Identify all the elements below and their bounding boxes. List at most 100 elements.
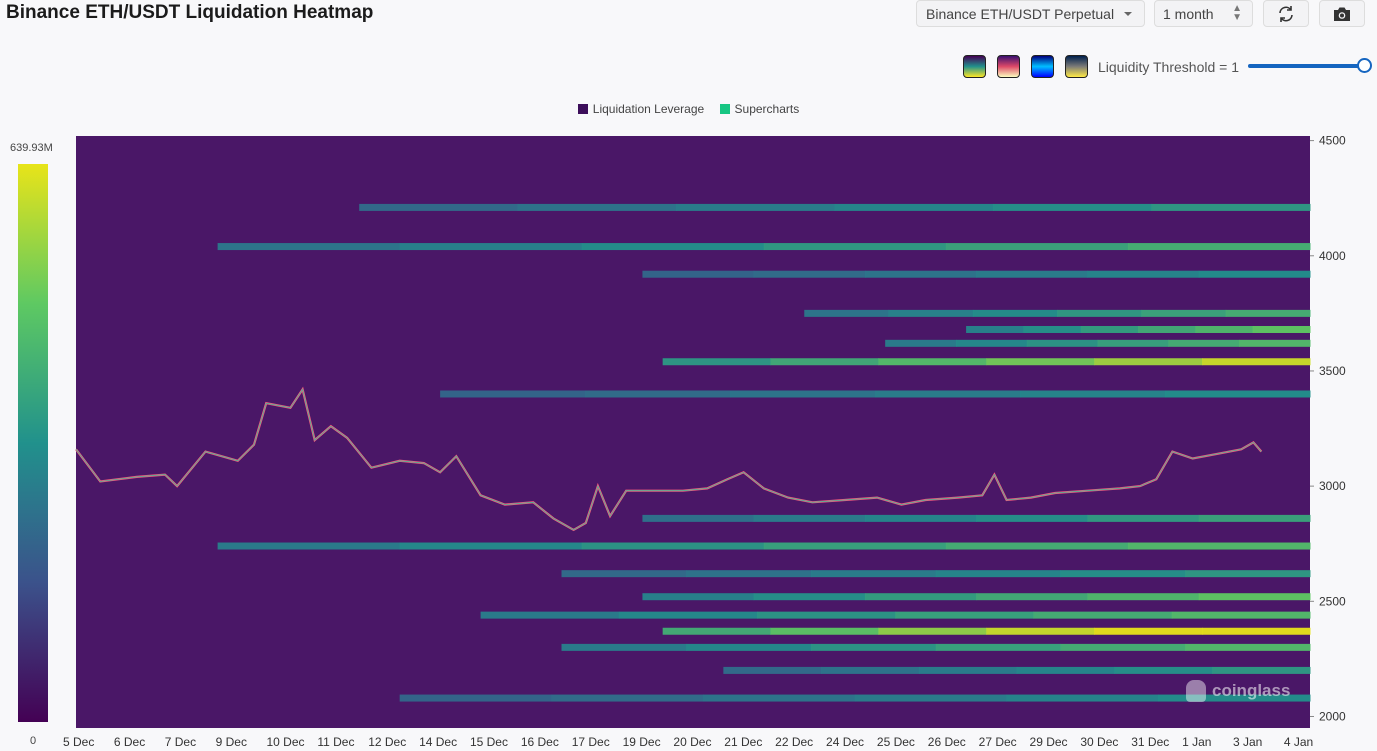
x-tick-label: 9 Dec <box>216 735 247 749</box>
liquidity-band <box>1225 309 1311 317</box>
liquidity-band <box>686 643 812 651</box>
liquidity-band <box>757 611 896 619</box>
liquidity-band <box>1198 270 1311 278</box>
liquidity-band <box>1239 339 1311 347</box>
x-tick-label: 17 Dec <box>572 735 610 749</box>
y-tick-label: 4000 <box>1319 249 1346 263</box>
liquidity-band <box>642 270 755 278</box>
liquidity-band <box>878 627 987 635</box>
threshold-slider-thumb[interactable] <box>1357 58 1372 73</box>
x-tick-label: 6 Dec <box>114 735 145 749</box>
liquidity-band <box>1141 309 1227 317</box>
liquidity-band <box>1087 514 1200 522</box>
liquidity-band <box>399 243 583 251</box>
liquidity-band <box>763 542 947 550</box>
liquidity-band <box>834 203 994 211</box>
x-tick-label: 7 Dec <box>165 735 196 749</box>
liquidity-band <box>976 270 1088 278</box>
x-tick-label: 11 Dec <box>317 735 354 749</box>
exchange-symbol-select[interactable]: Binance ETH/USDT Perpetual <box>916 0 1145 27</box>
liquidity-band <box>1252 325 1311 333</box>
y-tick-label: 2000 <box>1319 709 1346 723</box>
liquidity-band <box>1138 325 1196 333</box>
liquidity-band <box>1033 611 1173 619</box>
x-tick-label: 20 Dec <box>673 735 711 749</box>
viridis-palette-button[interactable] <box>963 55 986 78</box>
liquidity-band <box>1114 666 1213 674</box>
legend-item-liquidation-leverage[interactable]: Liquidation Leverage <box>577 102 704 116</box>
liquidity-band <box>888 309 974 317</box>
liquidity-band <box>1127 542 1311 550</box>
x-tick-label: 31 Dec <box>1131 735 1169 749</box>
liquidity-band <box>1185 643 1311 651</box>
liquidity-band <box>517 203 677 211</box>
y-tick-label: 3500 <box>1319 364 1346 378</box>
x-tick-label: 22 Dec <box>775 735 813 749</box>
liquidity-band <box>399 542 583 550</box>
liquidity-band <box>703 694 856 702</box>
liquidity-band <box>730 390 876 398</box>
jet-palette-button[interactable] <box>1031 55 1054 78</box>
liquidity-threshold-label: Liquidity Threshold = 1 <box>1098 59 1239 75</box>
liquidity-band <box>935 570 1062 578</box>
time-range-select[interactable]: 1 month ▲ ▼ <box>1154 0 1253 27</box>
liquidity-band <box>1202 627 1311 635</box>
liquidity-band <box>1026 339 1099 347</box>
liquidity-band <box>1165 390 1311 398</box>
liquidity-band <box>885 339 957 347</box>
legend-label: Supercharts <box>734 102 800 116</box>
y-tick-label: 3000 <box>1319 479 1346 493</box>
liquidity-band <box>763 243 947 251</box>
liquidity-band <box>642 593 755 601</box>
x-tick-label: 19 Dec <box>623 735 661 749</box>
liquidity-band <box>1127 243 1311 251</box>
heatmap-background <box>76 136 1310 728</box>
liquidity-band <box>561 570 687 578</box>
x-tick-label: 10 Dec <box>266 735 304 749</box>
chevron-down-icon <box>1124 12 1132 16</box>
liquidity-band <box>480 611 620 619</box>
liquidity-band <box>1080 325 1139 333</box>
magma-palette-button[interactable] <box>997 55 1020 78</box>
liquidity-band <box>440 390 586 398</box>
liquidity-band <box>676 203 836 211</box>
liquidity-band <box>955 339 1028 347</box>
liquidity-band <box>359 203 519 211</box>
legend-swatch <box>577 104 588 114</box>
liquidity-band <box>1087 593 1200 601</box>
liquidity-band <box>976 514 1088 522</box>
colorscale-max-label: 639.93M <box>10 142 53 154</box>
liquidity-band <box>1198 514 1311 522</box>
liquidity-band <box>986 358 1095 366</box>
liquidity-band <box>618 611 758 619</box>
time-range-value: 1 month <box>1163 5 1214 22</box>
liquidity-band <box>1151 203 1311 211</box>
legend-item-supercharts[interactable]: Supercharts <box>719 102 800 116</box>
liquidity-band <box>1185 570 1311 578</box>
liquidity-band <box>811 643 937 651</box>
refresh-button[interactable] <box>1263 0 1309 27</box>
liquidity-band <box>1087 270 1200 278</box>
y-tick-label: 4500 <box>1319 134 1346 148</box>
threshold-slider-track[interactable] <box>1248 64 1364 68</box>
liquidity-band <box>770 358 879 366</box>
refresh-icon <box>1279 5 1293 22</box>
liquidity-band <box>875 390 1021 398</box>
liquidity-band <box>753 514 866 522</box>
liquidity-band <box>1094 627 1203 635</box>
camera-icon <box>1334 7 1350 21</box>
liquidity-band <box>864 514 977 522</box>
liquidity-band <box>1202 358 1311 366</box>
x-tick-label: 4 Jan <box>1284 735 1313 749</box>
liquidity-band <box>770 627 879 635</box>
x-tick-label: 25 Dec <box>877 735 915 749</box>
liquidity-band <box>1060 643 1186 651</box>
price-line-highlight <box>75 388 1262 531</box>
cividis-palette-button[interactable] <box>1065 55 1088 78</box>
exchange-symbol-value: Binance ETH/USDT Perpetual <box>926 5 1115 22</box>
liquidity-band <box>1094 358 1203 366</box>
liquidity-band <box>811 570 937 578</box>
liquidity-band <box>972 309 1058 317</box>
screenshot-button[interactable] <box>1319 0 1365 27</box>
